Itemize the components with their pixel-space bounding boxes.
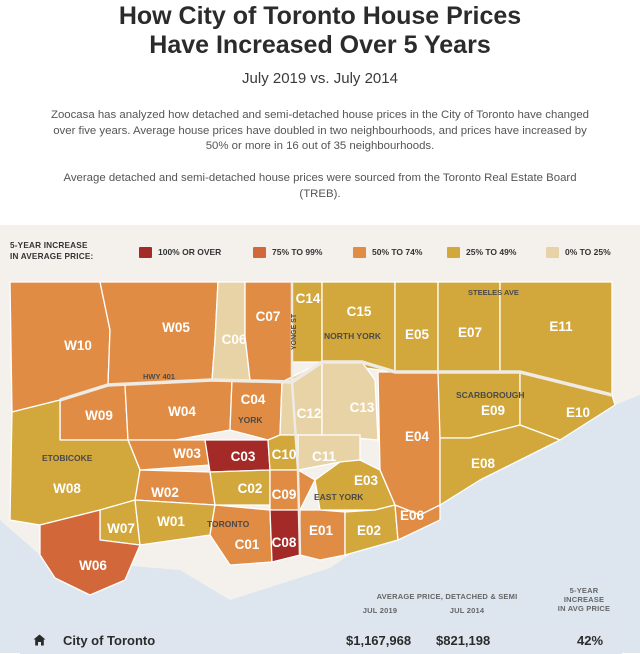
district-label-C14: C14 — [296, 291, 321, 306]
map-label-north-york: NORTH YORK — [324, 331, 382, 341]
district-W01[interactable] — [134, 499, 216, 546]
district-label-W10: W10 — [64, 338, 92, 353]
district-C15[interactable] — [321, 281, 396, 373]
district-label-E03: E03 — [354, 473, 379, 488]
col-increase-header: 5-YEAR INCREASE IN AVG PRICE — [548, 586, 620, 613]
legend-label: 0% TO 25% — [565, 247, 611, 257]
col-jul-2019: JUL 2019 — [362, 606, 398, 615]
map-label-scarborough: SCARBOROUGH — [456, 390, 524, 400]
district-label-E01: E01 — [309, 523, 334, 538]
legend-label: 100% OR OVER — [158, 247, 222, 257]
legend-swatch — [447, 246, 460, 258]
district-W05[interactable] — [99, 281, 219, 386]
district-label-E09: E09 — [481, 403, 505, 418]
district-label-E08: E08 — [471, 456, 496, 471]
legend-item-25-49: 25% TO 49% — [447, 245, 516, 259]
legend-label: 75% TO 99% — [272, 247, 323, 257]
district-label-C13: C13 — [350, 400, 375, 415]
map-label-etobicoke: ETOBICOKE — [42, 453, 93, 463]
map-label-east-york: EAST YORK — [314, 492, 364, 502]
legend-item-75-99: 75% TO 99% — [253, 245, 322, 259]
lake-ontario — [0, 395, 640, 653]
legend-item-100-plus: 100% OR OVER — [139, 245, 221, 259]
district-label-E11: E11 — [549, 319, 573, 334]
district-label-C09: C09 — [272, 487, 297, 502]
home-icon — [33, 634, 46, 646]
legend-label: 25% TO 49% — [466, 247, 517, 257]
district-label-E07: E07 — [458, 325, 482, 340]
district-label-E06: E06 — [400, 508, 425, 523]
col-increase-line-3: IN AVG PRICE — [557, 604, 611, 613]
intro-paragraph: Zoocasa has analyzed how detached and se… — [50, 109, 590, 152]
map-label-hwy401: HWY 401 — [143, 372, 175, 381]
legend-swatch — [546, 246, 559, 258]
highway-401 — [59, 360, 613, 402]
district-label-C01: C01 — [235, 537, 260, 552]
legend-swatch — [353, 246, 366, 258]
district-label-E04: E04 — [405, 429, 430, 444]
district-label-C02: C02 — [238, 481, 263, 496]
district-label-W07: W07 — [107, 521, 135, 536]
district-label-W08: W08 — [53, 481, 81, 496]
district-label-W02: W02 — [151, 485, 179, 500]
title-line-1: How City of Toronto House Prices — [118, 2, 522, 30]
map-label-toronto: TORONTO — [207, 519, 250, 529]
district-label-C12: C12 — [297, 406, 322, 421]
district-C04[interactable] — [229, 379, 283, 441]
district-label-C11: C11 — [312, 449, 337, 464]
district-E06[interactable] — [394, 504, 441, 541]
district-label-C07: C07 — [256, 309, 281, 324]
map-label-steeles: STEELES AVE — [468, 288, 519, 297]
district-label-W05: W05 — [162, 320, 190, 335]
district-C06[interactable] — [211, 281, 251, 381]
district-C01[interactable] — [209, 504, 273, 566]
legend-item-0-25: 0% TO 25% — [546, 245, 611, 259]
row-jul-2014: $821,198 — [436, 633, 491, 648]
district-label-W04: W04 — [168, 404, 196, 419]
district-label-W01: W01 — [157, 514, 185, 529]
legend-title-line-2: IN AVERAGE PRICE: — [10, 252, 94, 261]
avg-price-header: AVERAGE PRICE, DETACHED & SEMI — [376, 592, 518, 601]
col-increase-line-2: INCREASE — [563, 595, 605, 604]
legend-swatch — [139, 246, 152, 258]
district-W06[interactable] — [39, 509, 141, 596]
legend-item-50-74: 50% TO 74% — [353, 245, 422, 259]
district-label-C08: C08 — [272, 535, 297, 550]
city-summary-row: City of Toronto $1,167,968 $821,198 42% — [20, 626, 622, 654]
district-label-C15: C15 — [347, 304, 372, 319]
legend-title-line-1: 5-YEAR INCREASE — [10, 241, 88, 250]
legend-title: 5-YEAR INCREASE IN AVERAGE PRICE: — [10, 240, 122, 262]
legend-swatch — [253, 246, 266, 258]
source-paragraph: Average detached and semi-detached house… — [63, 172, 577, 200]
district-label-C10: C10 — [272, 447, 297, 462]
district-label-W03: W03 — [173, 446, 201, 461]
district-C09[interactable] — [269, 469, 316, 511]
district-label-C04: C04 — [241, 392, 266, 407]
district-label-W06: W06 — [79, 558, 107, 573]
district-label-E05: E05 — [405, 327, 430, 342]
title-line-2: Have Increased Over 5 Years — [149, 31, 491, 59]
district-label-C06: C06 — [222, 332, 247, 347]
col-increase-line-1: 5-YEAR — [569, 586, 599, 595]
district-label-E02: E02 — [357, 523, 381, 538]
row-jul-2019: $1,167,968 — [346, 633, 412, 648]
legend-label: 50% TO 74% — [372, 247, 423, 257]
map-label-yonge: YONGE ST — [291, 313, 298, 350]
row-name: City of Toronto — [63, 633, 156, 648]
yonge-street — [290, 282, 302, 556]
district-label-E10: E10 — [566, 405, 590, 420]
col-jul-2014: JUL 2014 — [449, 606, 485, 615]
page-title: How City of Toronto House Prices Have In… — [0, 2, 640, 60]
district-C07[interactable] — [244, 281, 293, 383]
map-label-york: YORK — [238, 415, 263, 425]
district-label-W09: W09 — [85, 408, 113, 423]
row-increase: 42% — [577, 633, 604, 648]
district-label-C03: C03 — [231, 449, 256, 464]
subtitle: July 2019 vs. July 2014 — [242, 70, 398, 87]
